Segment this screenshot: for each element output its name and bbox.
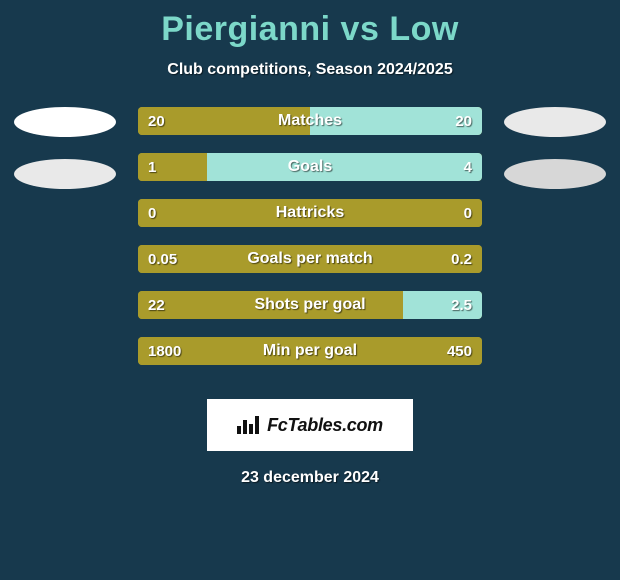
player1-avatar-placeholder-1	[14, 107, 116, 137]
stat-bar-left	[138, 153, 207, 181]
stat-bar-right	[403, 291, 482, 319]
player2-avatar-column	[490, 107, 620, 211]
stat-bar-left	[138, 291, 403, 319]
player2-name: Low	[389, 10, 458, 48]
stat-row: Hattricks00	[138, 199, 482, 227]
player2-avatar-placeholder-1	[504, 107, 606, 137]
player1-name: Piergianni	[161, 10, 330, 48]
stat-row: Goals14	[138, 153, 482, 181]
stat-bar-left	[138, 199, 482, 227]
logo-bars-icon	[237, 416, 259, 434]
stats-arena: Matches2020 Goals14 Hattricks00 Goals per m…	[0, 107, 620, 387]
fctables-logo: FcTables.com	[207, 399, 413, 451]
stat-bar-right	[207, 153, 482, 181]
player1-avatar-placeholder-2	[14, 159, 116, 189]
logo-text: FcTables.com	[267, 415, 383, 436]
player2-avatar-placeholder-2	[504, 159, 606, 189]
comparison-title: Piergianni vs Low	[0, 0, 620, 49]
stat-bars: Matches2020 Goals14 Hattricks00 Goals per m…	[138, 107, 482, 383]
player1-avatar-column	[0, 107, 130, 211]
stat-bar-left	[138, 337, 482, 365]
vs-text: vs	[341, 10, 380, 48]
stat-row: Min per goal1800450	[138, 337, 482, 365]
stat-bar-right	[310, 107, 482, 135]
subtitle: Club competitions, Season 2024/2025	[0, 61, 620, 79]
stat-row: Matches2020	[138, 107, 482, 135]
stat-bar-left	[138, 245, 482, 273]
stat-row: Goals per match0.050.2	[138, 245, 482, 273]
stat-bar-left	[138, 107, 310, 135]
stat-row: Shots per goal222.5	[138, 291, 482, 319]
snapshot-date: 23 december 2024	[0, 469, 620, 487]
